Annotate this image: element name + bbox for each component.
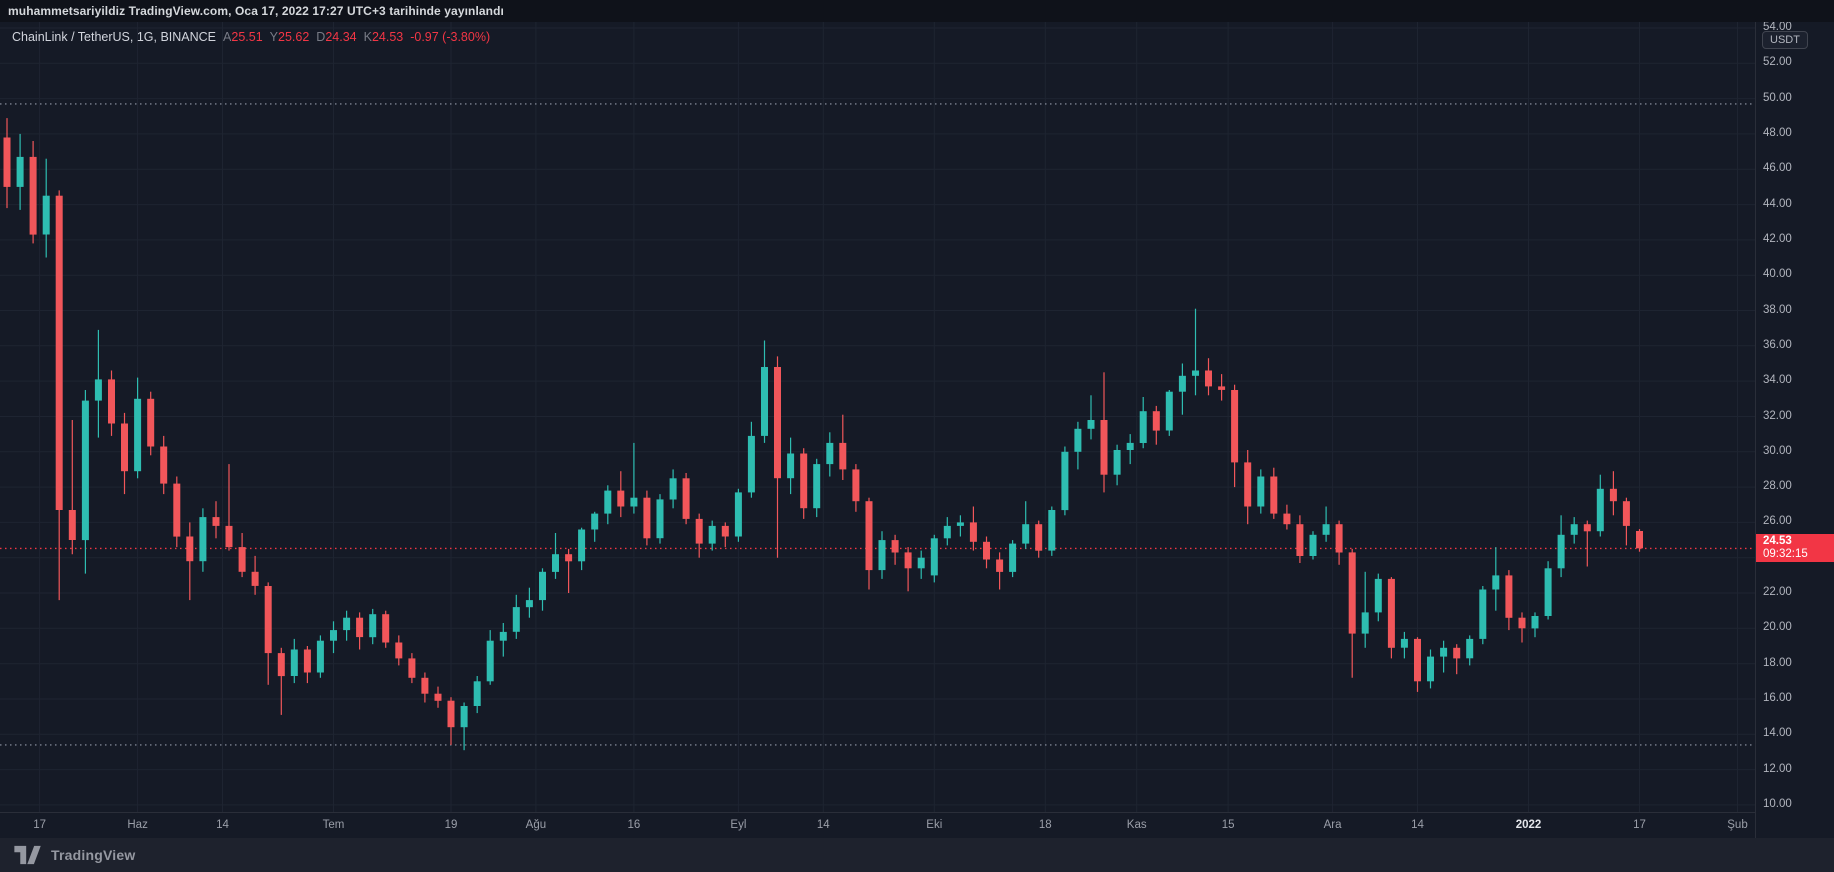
time-tick-label: 14 — [216, 819, 229, 831]
time-tick-label: Tem — [322, 819, 345, 831]
price-tick-label: 32.00 — [1763, 409, 1792, 422]
time-tick-label: Eki — [926, 819, 943, 831]
chart-legend[interactable]: ChainLink / TetherUS, 1G, BINANCE A25.51 Y… — [12, 28, 490, 46]
ohlc-values: A25.51 Y25.62 D24.34 K24.53 — [216, 30, 403, 44]
price-tick-label: 42.00 — [1763, 232, 1792, 245]
price-tick-label: 50.00 — [1763, 91, 1792, 104]
time-tick-label: Ağu — [525, 819, 547, 831]
price-tick-label: 54.00 — [1763, 22, 1792, 33]
chart-stage: ChainLink / TetherUS, 1G, BINANCE A25.51 Y… — [0, 22, 1834, 838]
ohlc-key: Y — [269, 30, 278, 44]
footer-bar: TradingView — [0, 838, 1834, 872]
price-tick-label: 48.00 — [1763, 126, 1792, 139]
price-tick-label: 26.00 — [1763, 515, 1792, 528]
time-tick-label: 14 — [1411, 819, 1424, 831]
price-tick-label: 44.00 — [1763, 197, 1792, 210]
time-tick-label: 17 — [1633, 819, 1646, 831]
price-tick-label: 12.00 — [1763, 762, 1792, 775]
price-tick-label: 36.00 — [1763, 338, 1792, 351]
price-tick-label: 30.00 — [1763, 444, 1792, 457]
ohlc-value: 24.53 — [371, 30, 404, 44]
time-tick-label: 19 — [444, 819, 458, 831]
ohlc-key: K — [363, 30, 372, 44]
time-tick-label: 2022 — [1515, 819, 1542, 831]
ohlc-key: A — [223, 30, 232, 44]
time-tick-label: Ara — [1323, 819, 1342, 831]
bar-countdown: 09:32:15 — [1763, 548, 1808, 561]
time-tick-label: 16 — [627, 819, 641, 831]
ohlc-value: 24.34 — [325, 30, 357, 44]
time-tick-label: Kas — [1126, 819, 1147, 831]
price-tick-label: 40.00 — [1763, 268, 1792, 281]
price-tick-label: 22.00 — [1763, 586, 1792, 598]
price-tick-label: 52.00 — [1763, 56, 1792, 69]
ohlc-value: 25.62 — [278, 30, 310, 44]
time-axis[interactable]: 17 Haz 14 Tem 19 Ağu 16 Eyl 14 Eki 18 Kas 15 Ara 14 202… — [0, 812, 1755, 838]
price-tick-label: 38.00 — [1763, 303, 1792, 316]
time-tick-label: 17 — [33, 819, 46, 831]
price-tick-label: 16.00 — [1763, 692, 1792, 704]
currency-unit-button[interactable]: USDT — [1762, 31, 1808, 49]
ohlc-value: 25.51 — [231, 30, 263, 44]
price-tick-label: 18.00 — [1763, 656, 1792, 669]
time-tick-label: 18 — [1038, 819, 1052, 831]
price-tick-label: 46.00 — [1763, 162, 1792, 175]
published-idea-header: muhammetsariyildiz TradingView.com, Oca … — [0, 0, 1834, 22]
time-tick-label: Haz — [127, 819, 148, 831]
price-tick-label: 28.00 — [1763, 480, 1792, 493]
time-tick-label: 14 — [816, 819, 830, 831]
price-tick-label: 10.00 — [1763, 797, 1792, 810]
time-tick-label: 15 — [1221, 819, 1235, 831]
time-tick-label: Eyl — [730, 819, 747, 831]
symbol-title[interactable]: ChainLink / TetherUS, 1G, BINANCE — [12, 30, 217, 44]
price-tick-label: 20.00 — [1763, 621, 1792, 634]
price-tick-label: 34.00 — [1763, 374, 1792, 387]
ohlc-key: D — [316, 30, 326, 44]
price-tick-label: 14.00 — [1763, 727, 1792, 740]
published-idea-title: muhammetsariyildiz TradingView.com, Oca … — [8, 4, 504, 18]
time-tick-label: Şub — [1727, 819, 1748, 831]
change-value: -0.97 (-3.80%) — [410, 30, 491, 44]
tradingview-wordmark[interactable]: TradingView — [51, 847, 136, 863]
last-price-value: 24.53 — [1763, 535, 1792, 548]
tradingview-logo-icon[interactable] — [14, 845, 42, 865]
candlestick-plot[interactable] — [0, 22, 1755, 812]
last-price-badge: 24.53 09:32:15 — [1756, 534, 1834, 563]
price-axis[interactable]: USDT 54.00 52.00 50.00 48.00 46.00 44.00 42.00… — [1755, 22, 1834, 838]
